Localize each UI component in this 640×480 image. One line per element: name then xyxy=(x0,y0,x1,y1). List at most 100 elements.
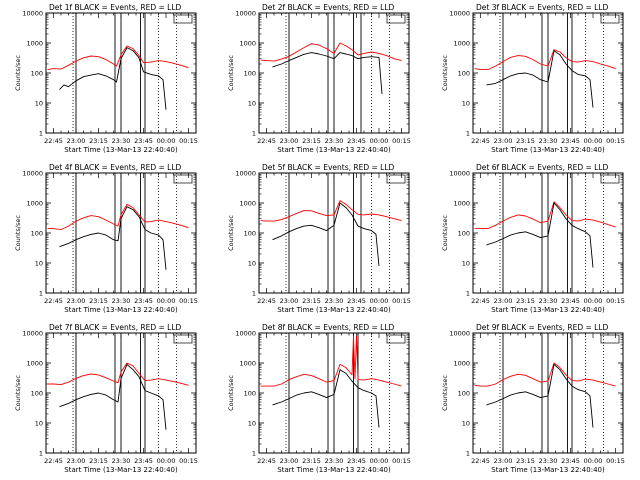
y-tick-label: 1000 xyxy=(239,359,256,367)
y-tick-label: 10000 xyxy=(22,9,43,17)
y-tick-label: 1 xyxy=(466,289,470,297)
x-tick-label: 23:30 xyxy=(112,457,131,465)
lld-series-line xyxy=(47,45,189,71)
chart-title: Det 5f BLACK = Events, RED = LLD xyxy=(262,163,395,172)
x-tick-label: 23:15 xyxy=(89,297,108,305)
y-tick-label: 10000 xyxy=(449,9,470,17)
x-tick-label: 23:00 xyxy=(67,137,86,145)
lld-series-line xyxy=(474,201,616,230)
y-tick-label: 1 xyxy=(252,129,256,137)
x-tick-label: 23:15 xyxy=(302,137,321,145)
y-tick-label: 100 xyxy=(458,69,470,77)
x-tick-label: 23:15 xyxy=(89,457,108,465)
y-tick-label: 1 xyxy=(39,449,43,457)
chart-title: Det 6f BLACK = Events, RED = LLD xyxy=(476,163,609,172)
lld-series-line xyxy=(260,42,402,62)
x-tick-label: 23:15 xyxy=(516,137,535,145)
y-tick-label: 1000 xyxy=(26,359,43,367)
x-tick-label: 23:30 xyxy=(539,457,558,465)
x-tick-label: 23:00 xyxy=(494,297,513,305)
x-tick-label: 00:00 xyxy=(370,137,389,145)
x-tick-label: 00:15 xyxy=(606,457,625,465)
x-tick-label: 00:00 xyxy=(157,137,176,145)
x-tick-label: 00:15 xyxy=(606,137,625,145)
chart-panel-5: Det 5f BLACK = Events, RED = LLD 1 10 100 10… xyxy=(227,163,411,314)
x-tick-label: 23:30 xyxy=(539,297,558,305)
x-tick-label: 23:00 xyxy=(494,137,513,145)
events-series-line xyxy=(486,363,594,428)
chart-panel-4: Det 4f BLACK = Events, RED = LLD 1 10 100 10… xyxy=(14,163,198,314)
y-tick-label: 100 xyxy=(31,229,43,237)
chart-title: Det 1f BLACK = Events, RED = LLD xyxy=(49,3,182,12)
x-tick-label: 23:00 xyxy=(494,457,513,465)
y-tick-label: 10000 xyxy=(235,329,256,337)
y-axis-label: Counts/sec xyxy=(227,215,235,251)
x-tick-label: 23:45 xyxy=(561,457,580,465)
y-tick-label: 100 xyxy=(31,69,43,77)
y-tick-label: 1 xyxy=(466,129,470,137)
x-tick-label: 00:15 xyxy=(392,297,411,305)
x-tick-label: 23:00 xyxy=(280,137,299,145)
x-tick-label: 23:30 xyxy=(112,137,131,145)
x-tick-label: 00:00 xyxy=(157,297,176,305)
y-tick-label: 100 xyxy=(458,389,470,397)
x-tick-label: 23:00 xyxy=(280,457,299,465)
events-series-line xyxy=(59,47,167,110)
y-tick-label: 10 xyxy=(35,99,43,107)
events-series-line xyxy=(59,206,167,270)
legend-box xyxy=(600,14,620,24)
x-tick-label: 23:00 xyxy=(67,457,86,465)
x-axis-label: Start Time (13-Mar-13 22:40:40) xyxy=(277,146,391,154)
legend-box xyxy=(173,334,193,344)
lld-series-line xyxy=(260,200,402,222)
x-axis-label: Start Time (13-Mar-13 22:40:40) xyxy=(277,306,391,314)
y-tick-label: 10 xyxy=(462,99,470,107)
x-tick-label: 22:45 xyxy=(257,297,276,305)
x-tick-label: 23:15 xyxy=(516,297,535,305)
x-tick-label: 00:15 xyxy=(392,457,411,465)
y-axis-label: Counts/sec xyxy=(14,375,22,411)
lld-series-line xyxy=(47,362,189,386)
x-tick-label: 23:45 xyxy=(347,457,366,465)
chart-title: Det 4f BLACK = Events, RED = LLD xyxy=(49,163,182,172)
chart-panel-3: Det 3f BLACK = Events, RED = LLD 1 10 100 10… xyxy=(441,3,625,154)
x-tick-label: 23:30 xyxy=(539,137,558,145)
y-tick-label: 1 xyxy=(252,289,256,297)
events-series-line xyxy=(272,202,380,266)
y-axis-label: Counts/sec xyxy=(441,215,449,251)
x-axis-label: Start Time (13-Mar-13 22:40:40) xyxy=(277,466,391,474)
y-axis-label: Counts/sec xyxy=(227,375,235,411)
x-axis-label: Start Time (13-Mar-13 22:40:40) xyxy=(64,466,178,474)
y-axis-label: Counts/sec xyxy=(14,55,22,91)
x-tick-label: 00:00 xyxy=(584,297,603,305)
y-tick-label: 100 xyxy=(31,389,43,397)
x-tick-label: 22:45 xyxy=(44,457,63,465)
y-tick-label: 1 xyxy=(39,129,43,137)
x-tick-label: 00:15 xyxy=(606,297,625,305)
x-tick-label: 22:45 xyxy=(471,137,490,145)
legend-box xyxy=(173,174,193,184)
x-axis-label: Start Time (13-Mar-13 22:40:40) xyxy=(491,146,605,154)
chart-title: Det 8f BLACK = Events, RED = LLD xyxy=(262,323,395,332)
lld-series-line xyxy=(260,335,402,387)
x-tick-label: 00:15 xyxy=(179,297,198,305)
x-tick-label: 23:45 xyxy=(561,297,580,305)
y-axis-label: Counts/sec xyxy=(227,55,235,91)
legend-box xyxy=(173,14,193,24)
x-tick-label: 23:00 xyxy=(280,297,299,305)
chart-panel-6: Det 6f BLACK = Events, RED = LLD 1 10 100 10… xyxy=(441,163,625,314)
x-axis-label: Start Time (13-Mar-13 22:40:40) xyxy=(64,146,178,154)
y-tick-label: 1 xyxy=(39,289,43,297)
chart-panel-9: Det 9f BLACK = Events, RED = LLD 1 10 100 10… xyxy=(441,323,625,474)
x-tick-label: 00:15 xyxy=(392,137,411,145)
x-tick-label: 23:30 xyxy=(325,137,344,145)
y-axis-label: Counts/sec xyxy=(441,55,449,91)
y-tick-label: 10000 xyxy=(22,329,43,337)
chart-panel-2: Det 2f BLACK = Events, RED = LLD 1 10 100 10… xyxy=(227,3,411,154)
legend-box xyxy=(386,334,406,344)
y-tick-label: 10 xyxy=(248,99,256,107)
y-tick-label: 1000 xyxy=(239,39,256,47)
y-tick-label: 10 xyxy=(248,259,256,267)
x-tick-label: 22:45 xyxy=(44,137,63,145)
x-tick-label: 23:15 xyxy=(516,457,535,465)
